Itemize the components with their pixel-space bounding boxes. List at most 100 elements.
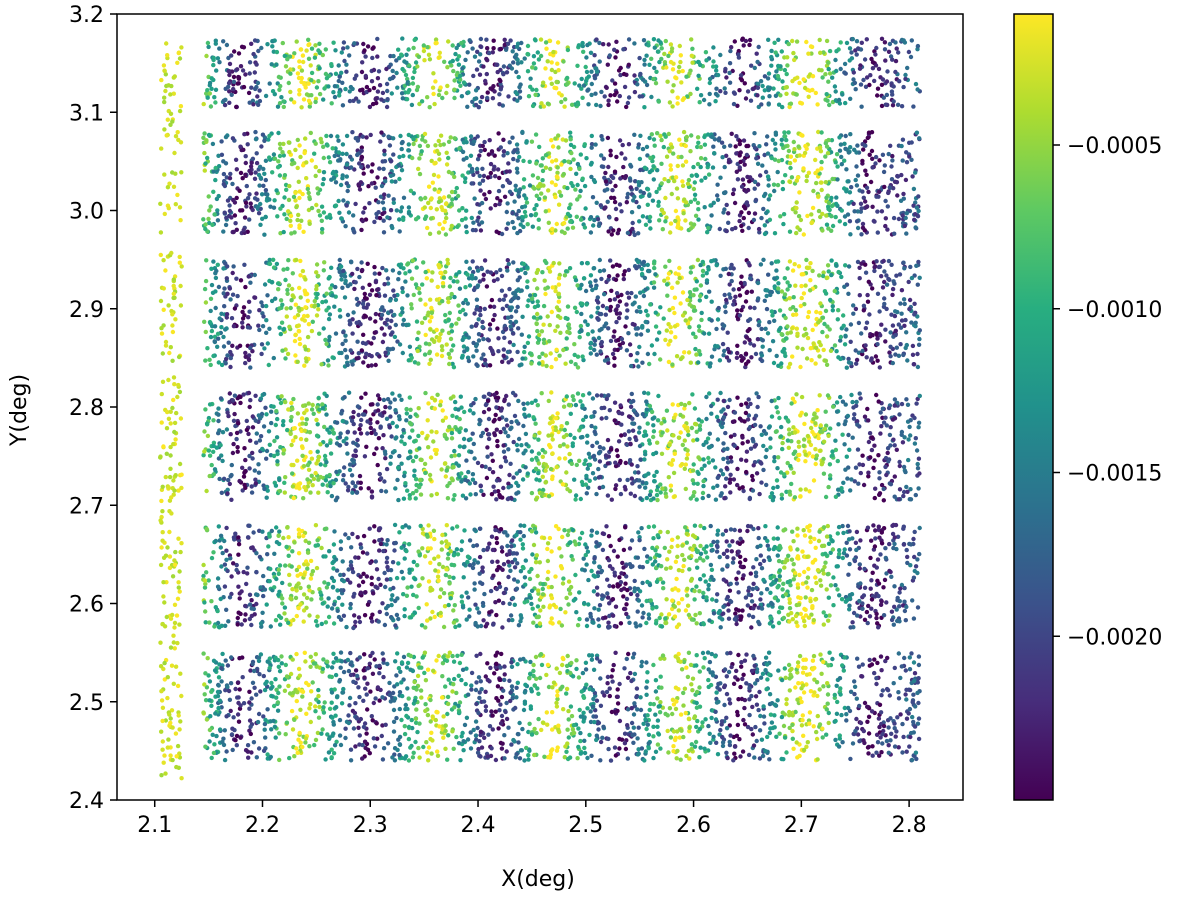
data-point — [308, 558, 314, 564]
data-point — [792, 495, 798, 500]
data-point — [799, 723, 805, 728]
data-point — [779, 677, 785, 683]
data-point — [640, 615, 645, 620]
data-point — [750, 436, 755, 442]
data-point — [226, 477, 231, 483]
data-point — [277, 529, 282, 534]
data-point — [597, 564, 602, 569]
data-point — [247, 592, 253, 597]
data-point — [855, 656, 860, 661]
data-point — [611, 584, 616, 589]
data-point — [872, 670, 877, 676]
data-point — [235, 615, 240, 621]
data-point — [651, 734, 656, 739]
data-point — [720, 740, 726, 745]
data-point — [706, 723, 711, 729]
data-point — [787, 432, 792, 437]
data-point — [274, 435, 280, 440]
data-point — [788, 463, 793, 469]
data-point — [698, 523, 703, 529]
data-point — [331, 542, 337, 547]
data-point — [734, 581, 740, 586]
data-point — [758, 675, 764, 680]
data-point — [382, 479, 387, 484]
data-point — [588, 614, 593, 619]
data-point — [371, 736, 376, 741]
data-point — [491, 484, 496, 489]
data-point — [916, 425, 921, 430]
data-point — [653, 689, 659, 694]
data-point — [813, 447, 818, 452]
data-point — [557, 443, 563, 449]
data-point — [917, 393, 922, 399]
data-point — [553, 574, 558, 579]
data-point — [720, 617, 725, 622]
data-point — [379, 488, 384, 494]
data-point — [725, 554, 730, 560]
data-point — [264, 679, 269, 684]
data-point — [421, 744, 426, 750]
data-point — [885, 655, 890, 661]
data-point — [768, 726, 773, 731]
data-point — [372, 657, 377, 662]
data-point — [750, 477, 755, 483]
data-point — [377, 698, 382, 703]
data-point — [726, 608, 731, 613]
data-point — [352, 613, 357, 618]
data-point — [767, 557, 772, 563]
data-point — [434, 451, 439, 456]
data-point — [578, 751, 583, 756]
data-point — [329, 606, 335, 611]
data-point — [494, 536, 499, 541]
data-point — [752, 663, 757, 668]
data-point — [870, 744, 875, 749]
data-point — [888, 716, 893, 721]
data-point — [789, 557, 795, 562]
data-point — [492, 671, 497, 676]
data-point — [446, 677, 451, 682]
data-point — [812, 690, 817, 695]
data-point — [895, 595, 900, 601]
data-point — [587, 478, 592, 483]
data-point — [292, 426, 297, 431]
data-point — [260, 446, 265, 452]
data-point — [447, 650, 452, 655]
data-point — [305, 566, 310, 571]
data-point — [750, 473, 755, 479]
data-point — [821, 439, 827, 444]
data-point — [874, 565, 879, 570]
data-point — [384, 542, 389, 547]
data-point — [256, 462, 261, 467]
data-point — [273, 422, 278, 428]
data-point — [489, 534, 495, 539]
data-point — [283, 475, 288, 480]
data-point — [654, 579, 660, 584]
data-point — [338, 742, 344, 748]
data-point — [306, 401, 311, 406]
data-point — [694, 621, 699, 626]
data-point — [776, 668, 781, 673]
data-point — [526, 413, 532, 418]
data-point — [816, 435, 821, 441]
data-point — [749, 625, 754, 630]
data-point — [560, 662, 565, 668]
data-point — [810, 604, 815, 609]
data-point — [694, 663, 699, 668]
data-point — [760, 671, 766, 676]
data-point — [292, 754, 297, 759]
data-point — [459, 677, 464, 683]
data-point — [325, 664, 330, 669]
data-point — [897, 590, 902, 595]
data-point — [350, 569, 356, 575]
data-point — [376, 576, 381, 582]
data-point — [695, 481, 700, 486]
data-point — [390, 560, 396, 565]
data-point — [912, 554, 917, 560]
data-point — [756, 526, 761, 531]
data-point — [610, 597, 616, 602]
data-point — [681, 734, 686, 740]
data-point — [599, 568, 605, 574]
data-point — [618, 491, 624, 497]
data-point — [232, 393, 238, 398]
data-point — [765, 662, 770, 667]
